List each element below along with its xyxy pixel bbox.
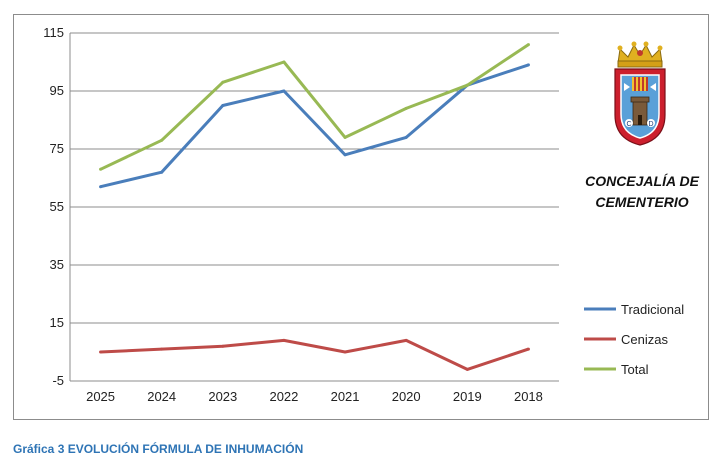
- data-point: [526, 347, 530, 351]
- svg-text:C: C: [626, 121, 631, 128]
- data-point: [343, 153, 347, 157]
- x-tick-label: 2023: [208, 389, 237, 404]
- y-tick-label: 55: [50, 199, 64, 214]
- y-tick-label: 95: [50, 83, 64, 98]
- coat-of-arms-icon: C D: [614, 41, 666, 146]
- data-point: [282, 89, 286, 93]
- data-point: [343, 135, 347, 139]
- x-tick-label: 2021: [331, 389, 360, 404]
- data-point: [343, 350, 347, 354]
- data-point: [221, 344, 225, 348]
- y-tick-label: -5: [52, 373, 64, 388]
- y-tick-label: 115: [43, 25, 64, 40]
- data-point: [526, 63, 530, 67]
- x-tick-label: 2020: [392, 389, 421, 404]
- chart-frame: 115 95 75 55 35 15 -5 2025 2024 2023 2022 2021 2020 2…: [13, 14, 709, 420]
- series-line-total: [99, 43, 530, 171]
- x-tick-label: 2019: [453, 389, 482, 404]
- data-point: [282, 60, 286, 64]
- data-point: [221, 104, 225, 107]
- series-line-tradicional: [100, 63, 529, 189]
- legend-label: Cenizas: [621, 332, 668, 347]
- data-point: [465, 367, 469, 371]
- data-point: [99, 350, 103, 354]
- data-point: [99, 185, 103, 189]
- x-tick-label: 2024: [147, 389, 176, 404]
- data-point: [160, 138, 164, 142]
- legend-label: Total: [621, 362, 649, 377]
- x-tick-label: 2022: [269, 389, 298, 404]
- data-point: [221, 80, 225, 84]
- line-chart: 115 95 75 55 35 15 -5 2025 2024 2023 2022 2021 2020 2…: [43, 25, 684, 404]
- organization-title-line1: CONCEJALÍA DE: [585, 173, 699, 189]
- data-point: [160, 170, 164, 174]
- legend-label: Tradicional: [621, 302, 684, 317]
- x-tick-label: 2025: [86, 389, 115, 404]
- data-point: [282, 338, 286, 342]
- organization-title-line2: CEMENTERIO: [595, 194, 689, 210]
- data-point: [404, 135, 408, 139]
- data-point: [465, 83, 469, 87]
- svg-text:D: D: [648, 121, 653, 128]
- series-line-cenizas: [100, 338, 529, 371]
- x-tick-label: 2018: [514, 389, 543, 404]
- y-tick-label: 35: [50, 257, 64, 272]
- data-point: [404, 338, 408, 342]
- organization-title: CONCEJALÍA DE CEMENTERIO: [562, 171, 722, 213]
- data-point: [404, 106, 408, 110]
- y-tick-label: 15: [50, 315, 64, 330]
- data-point: [160, 347, 164, 351]
- chart-caption: Gráfica 3 EVOLUCIÓN FÓRMULA DE INHUMACIÓ…: [13, 442, 304, 456]
- y-tick-label: 75: [50, 141, 64, 156]
- data-point: [526, 43, 530, 47]
- data-point: [99, 167, 103, 171]
